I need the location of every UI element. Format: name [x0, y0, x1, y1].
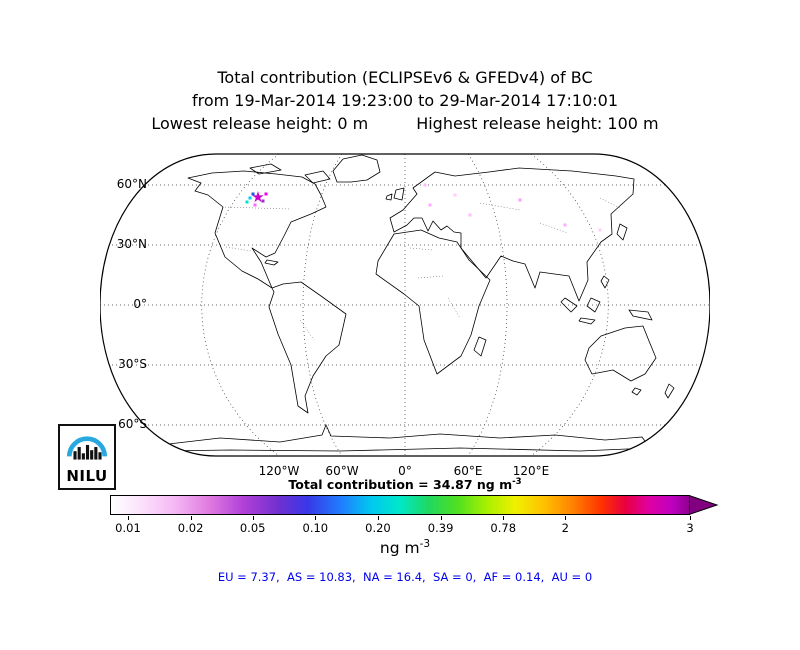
- colorbar-tick: [690, 516, 691, 520]
- lowest-release-height: Lowest release height: 0 m: [151, 114, 369, 133]
- graticule: [100, 154, 710, 456]
- country-borders: [221, 197, 621, 341]
- title-block: Total contribution (ECLIPSEv6 & GFEDv4) …: [10, 66, 800, 135]
- lat-label-30s: 30°S: [118, 357, 147, 371]
- chart-subtitle: from 19-Mar-2014 19:23:00 to 29-Mar-2014…: [191, 91, 619, 110]
- unit-exponent: -3: [419, 538, 431, 550]
- concentration-dot: [261, 199, 265, 203]
- colorbar-tick-label: 0.10: [302, 521, 329, 535]
- nilu-logo-text: NILU: [66, 467, 108, 485]
- colorbar-tick: [252, 516, 254, 520]
- colorbar-area: 0.01 0.02 0.05 0.10 0.20 0.39 0.78 2 3: [110, 495, 719, 537]
- colorbar-tick-label: 0.01: [115, 521, 141, 535]
- colorbar-tick: [440, 516, 442, 520]
- highest-release-height: Highest release height: 100 m: [416, 114, 659, 133]
- concentration-dot: [423, 183, 427, 187]
- data-markers: ★: [245, 183, 602, 232]
- colorbar-tick: [565, 516, 567, 520]
- release-point-marker: ★: [251, 188, 264, 206]
- concentration-dot: [468, 213, 472, 217]
- lon-label-0: 0°: [398, 464, 412, 478]
- colorbar-unit-label: ng m-3: [10, 538, 800, 557]
- colorbar-tick-label: 0.05: [239, 521, 266, 535]
- continents: [159, 154, 675, 452]
- colorbar-tick-label: 0.02: [177, 521, 204, 535]
- colorbar-tick-label: 2: [561, 521, 569, 535]
- colorbar-tick: [315, 516, 317, 520]
- colorbar-tick: [127, 516, 129, 520]
- lon-label-120w: 120°W: [258, 464, 300, 478]
- colorbar-tick-label: 0.78: [490, 521, 517, 535]
- concentration-dot: [248, 196, 252, 200]
- lon-label-60e: 60°E: [453, 464, 483, 478]
- colorbar-tick: [377, 516, 379, 520]
- total-contribution-exponent: -3: [512, 477, 522, 487]
- lat-label-60n: 60°N: [116, 177, 147, 191]
- total-contribution-text: Total contribution = 34.87 ng m: [288, 477, 513, 493]
- concentration-dot: [245, 200, 249, 204]
- colorbar-arrow: [689, 495, 719, 515]
- concentration-dot: [264, 192, 268, 196]
- colorbar-tick-label: 0.20: [365, 521, 391, 535]
- total-contribution-label: Total contribution = 34.87 ng m-3: [10, 477, 800, 492]
- world-map: ★: [100, 153, 710, 457]
- lat-label-60s: 60°S: [118, 417, 147, 431]
- colorbar-tick: [503, 516, 505, 520]
- unit-text: ng m: [379, 539, 420, 558]
- concentration-dot: [453, 193, 457, 197]
- lat-label-0: 0°: [133, 297, 147, 311]
- lon-label-120e: 120°E: [512, 464, 550, 478]
- nilu-skyline-icon: [66, 436, 108, 460]
- concentration-dot: [518, 198, 522, 202]
- colorbar-gradient: [110, 495, 690, 515]
- concentration-dot: [563, 223, 567, 227]
- lon-label-60w: 60°W: [325, 464, 359, 478]
- release-height-line: Lowest release height: 0 m Highest releas…: [10, 112, 800, 135]
- chart-title: Total contribution (ECLIPSEv6 & GFEDv4) …: [217, 68, 593, 87]
- colorbar-tick-label: 3: [686, 521, 694, 535]
- concentration-dot: [253, 203, 257, 207]
- map-outline: [100, 153, 710, 457]
- colorbar-tick: [190, 516, 192, 520]
- concentration-dot: [428, 203, 432, 207]
- lat-label-30n: 30°N: [116, 237, 147, 251]
- regional-contributions: EU = 7.37, AS = 10.83, NA = 16.4, SA = 0…: [217, 570, 593, 584]
- nilu-logo: NILU: [58, 424, 116, 490]
- colorbar-tick-label: 0.39: [427, 521, 454, 535]
- concentration-dot: [598, 228, 602, 232]
- concentration-dot: [251, 192, 255, 196]
